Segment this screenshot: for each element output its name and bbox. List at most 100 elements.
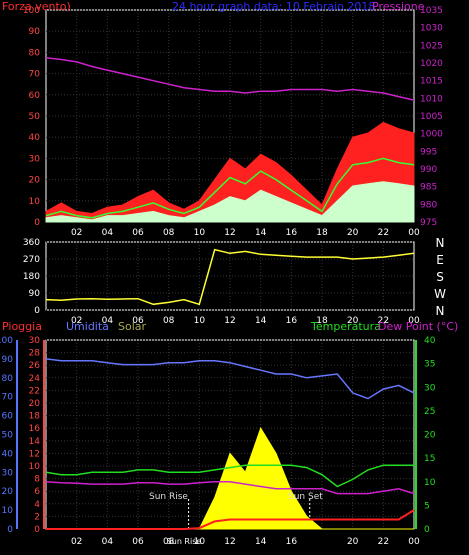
x-tick-label: 14 (255, 537, 267, 547)
dew-tick-label: 5 (424, 501, 430, 511)
x-tick-label: 10 (194, 316, 206, 326)
dew-tick-label: 20 (424, 431, 436, 441)
rain-tick-label: 50 (2, 431, 14, 441)
direction-tick-label: 0 (34, 306, 40, 316)
dew-tick-label: 10 (424, 478, 436, 488)
humidity-tick-label: 12 (29, 449, 40, 459)
compass-label: W (434, 287, 446, 301)
compass-label: S (436, 270, 444, 284)
x-tick-label: 10 (194, 537, 206, 547)
rain-tick-label: 80 (2, 374, 14, 384)
humidity-axis-title: Umidita (66, 320, 109, 333)
dew-tick-label: 0 (424, 525, 430, 535)
humidity-tick-label: 14 (29, 437, 41, 447)
rain-tick-label: 20 (2, 487, 14, 497)
x-tick-label: 18 (316, 316, 328, 326)
humidity-tick-label: 26 (29, 361, 41, 371)
x-tick-label: 22 (378, 537, 389, 547)
humidity-tick-label: 28 (29, 349, 41, 359)
pressure-series (45, 56, 415, 101)
compass-label: N (436, 236, 445, 250)
x-tick-label: 12 (224, 316, 235, 326)
dew-tick-label: 25 (424, 407, 435, 417)
pressure-axis-title: Pressione (372, 0, 425, 13)
rain-axis-title: Pioggia (2, 320, 42, 333)
x-tick-label: 18 (316, 228, 328, 238)
pressure-tick-label: 990 (420, 165, 437, 175)
pressure-tick-label: 1005 (420, 112, 443, 122)
wind-tick-label: 60 (29, 91, 41, 101)
humidity-tick-label: 16 (29, 424, 41, 434)
x-tick-label: 12 (224, 228, 235, 238)
humidity-tick-label: 0 (34, 525, 40, 535)
pressure-tick-label: 1035 (420, 6, 443, 16)
x-tick-label: 04 (102, 228, 114, 238)
wind-gust-area (45, 121, 415, 223)
pressure-tick-label: 1030 (420, 24, 443, 34)
humidity-tick-label: 6 (34, 487, 40, 497)
chart-title: 24 hour graph data: 10 Febraio 2018 (172, 0, 376, 13)
x-tick-label: 00 (408, 228, 420, 238)
x-tick-label: 08 (163, 316, 175, 326)
x-tick-label: 00 (408, 316, 420, 326)
pressure-tick-label: 995 (420, 147, 437, 157)
x-tick-label: 22 (378, 316, 389, 326)
direction-tick-label: 360 (23, 238, 40, 248)
rain-tick-label: 100 (0, 336, 13, 346)
pressure-tick-label: 1010 (420, 94, 443, 104)
temperature-series (45, 464, 414, 488)
direction-tick-label: 90 (29, 289, 41, 299)
x-tick-label: 02 (71, 537, 82, 547)
x-tick-label: 06 (132, 316, 144, 326)
dew-tick-label: 40 (424, 336, 436, 346)
wind-tick-label: 30 (29, 154, 41, 164)
x-tick-label: 20 (347, 316, 359, 326)
humidity-tick-label: 20 (29, 399, 41, 409)
wind-tick-label: 40 (29, 133, 41, 143)
dew-tick-label: 30 (424, 383, 436, 393)
dew-tick-label: 15 (424, 454, 435, 464)
wind-tick-label: 100 (23, 6, 40, 16)
pressure-tick-label: 985 (420, 183, 437, 193)
x-tick-label: 02 (71, 228, 82, 238)
rain-series (46, 509, 415, 530)
compass-label: E (436, 253, 444, 267)
rain-tick-label: 30 (2, 468, 14, 478)
x-tick-label: 06 (132, 228, 144, 238)
direction-tick-label: 270 (23, 255, 40, 265)
humidity-tick-label: 4 (34, 500, 40, 510)
dewpoint-series (45, 481, 415, 495)
direction-series (45, 248, 415, 306)
dew-tick-label: 35 (424, 360, 435, 370)
x-tick-label: 06 (132, 537, 144, 547)
compass-label: N (436, 304, 445, 318)
rain-tick-label: 40 (2, 449, 14, 459)
wind-tick-label: 20 (29, 176, 41, 186)
pressure-tick-label: 1015 (420, 77, 443, 87)
pressure-tick-label: 1020 (420, 59, 443, 69)
x-tick-label: 16 (286, 228, 298, 238)
x-tick-label: 16 (286, 537, 298, 547)
humidity-tick-label: 18 (29, 412, 41, 422)
x-tick-label: 14 (255, 316, 267, 326)
x-tick-label: 08 (163, 537, 175, 547)
x-tick-label: 00 (408, 537, 420, 547)
humidity-tick-label: 10 (29, 462, 41, 472)
dewpoint-axis-title: Dew Point (°C) (378, 320, 459, 333)
rain-tick-label: 10 (2, 506, 14, 516)
sunrise-label: Sun Rise (149, 492, 188, 502)
x-tick-label: Sun Rise (167, 537, 202, 546)
humidity-tick-label: 22 (29, 386, 40, 396)
wind-base-area (45, 181, 415, 223)
x-tick-label: 14 (255, 228, 267, 238)
humidity-tick-label: 30 (29, 336, 41, 346)
wind-tick-label: 80 (29, 48, 41, 58)
x-tick-label: 04 (102, 316, 114, 326)
x-tick-label: 02 (71, 316, 82, 326)
wind-tick-label: 0 (34, 218, 40, 228)
temperature-title: Temperatura (311, 320, 381, 333)
pressure-tick-label: 980 (420, 200, 437, 210)
x-tick-label: 22 (378, 228, 389, 238)
rain-tick-label: 90 (2, 355, 14, 365)
pressure-tick-label: 975 (420, 218, 437, 228)
